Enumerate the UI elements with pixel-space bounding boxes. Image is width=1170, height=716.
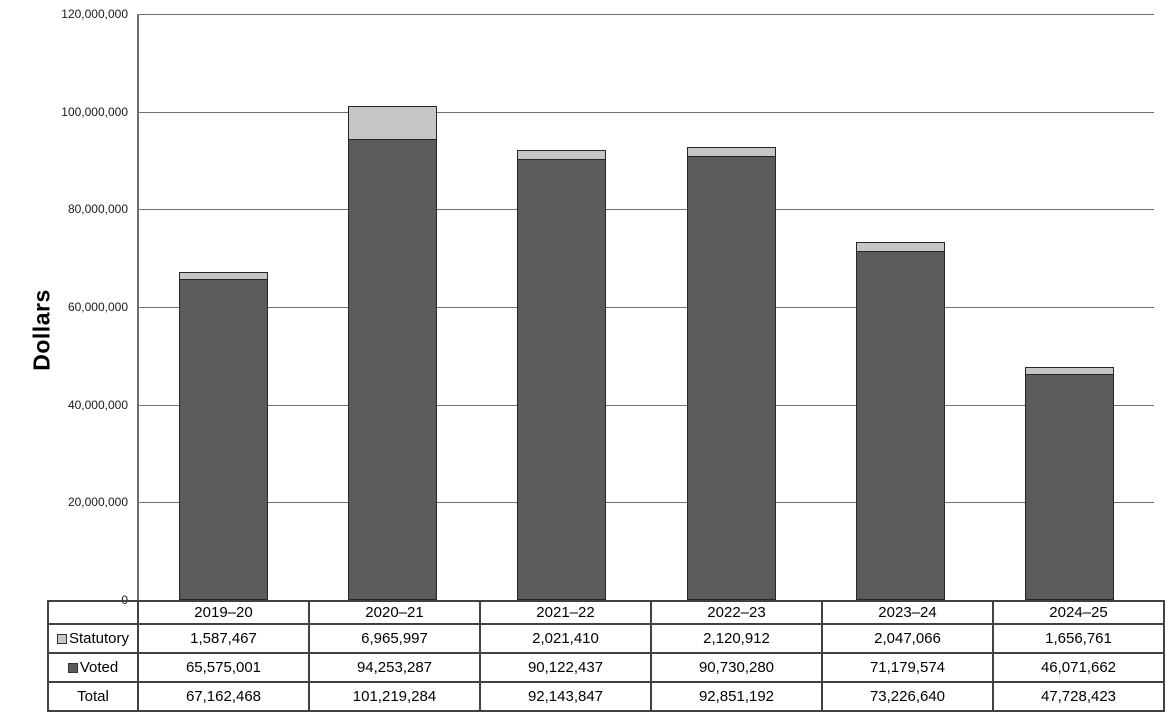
y-axis-tick-label: 40,000,000 [67,397,128,412]
year-header-cell: 2021–22 [479,600,652,625]
gridline [139,14,1154,15]
table-value-cell: 92,851,192 [650,681,823,712]
year-header-row: 2019–20 2020–21 2021–22 2022–23 2023–24 2024–… [47,600,1165,625]
table-value-cell: 47,728,423 [992,681,1165,712]
table-value-cell: 92,143,847 [479,681,652,712]
bar-segment-statutory [348,105,438,140]
bar-2021–22 [517,150,607,600]
table-value-cell: 73,226,640 [821,681,994,712]
row-label-voted: Voted [47,652,139,683]
bar-segment-voted [517,159,607,600]
bar-segment-voted [179,279,269,600]
table-value-cell: 1,656,761 [992,623,1165,654]
year-header-cell: 2022–23 [650,600,823,625]
gridline [139,209,1154,211]
bar-segment-voted [686,156,776,600]
row-label-statutory: Statutory [47,623,139,654]
y-axis-tick-label: 20,000,000 [67,495,128,510]
bar-segment-voted [855,252,945,600]
table-value-cell: 90,122,437 [479,652,652,683]
y-axis-tick-label: 0 [121,593,128,607]
bar-segment-statutory [1024,366,1114,376]
bar-2024–25 [1024,366,1114,600]
table-value-cell: 2,021,410 [479,623,652,654]
table-value-cell: 65,575,001 [137,652,310,683]
plot-area [137,14,1154,600]
bar-segment-statutory [855,242,945,253]
bar-segment-statutory [517,150,607,160]
year-header-cell: 2023–24 [821,600,994,625]
table-value-cell: 71,179,574 [821,652,994,683]
bar-segment-voted [1024,375,1114,600]
legend-swatch-voted [67,663,78,673]
y-axis-tick-label: 80,000,000 [67,202,128,217]
year-header-cell: 2020–21 [308,600,481,625]
bar-segment-statutory [686,146,776,157]
table-value-cell: 94,253,287 [308,652,481,683]
table-row-total: Total 67,162,468 101,219,284 92,143,847 92,8… [47,681,1165,712]
gridline [139,111,1154,113]
bar-2020–21 [348,105,438,600]
table-value-cell: 2,120,912 [650,623,823,654]
year-header-cell: 2019–20 [137,600,310,625]
bar-2022–23 [686,146,776,600]
bar-2023–24 [855,242,945,600]
data-table: 2019–20 2020–21 2021–22 2022–23 2023–24 2024–… [47,600,1165,712]
y-axis-tick-label: 120,000,000 [61,7,128,21]
year-header-cell: 2024–25 [992,600,1165,625]
table-value-cell: 1,587,467 [137,623,310,654]
table-value-cell: 6,965,997 [308,623,481,654]
gridline [139,502,1154,504]
table-corner-cell [47,600,139,625]
table-value-cell: 46,071,662 [992,652,1165,683]
table-value-cell: 101,219,284 [308,681,481,712]
bar-2019–20 [179,272,269,600]
bar-segment-voted [348,139,438,600]
bar-segment-statutory [179,272,269,280]
table-value-cell: 2,047,066 [821,623,994,654]
table-row-statutory: Statutory 1,587,467 6,965,997 2,021,410 2,12… [47,623,1165,654]
gridline [139,307,1154,308]
y-axis-tick-label: 100,000,000 [61,104,128,119]
table-value-cell: 67,162,468 [137,681,310,712]
table-value-cell: 90,730,280 [650,652,823,683]
y-axis-tick-label: 60,000,000 [67,300,128,314]
legend-swatch-statutory [56,634,67,644]
row-label-total: Total [47,681,139,712]
gridline [139,404,1154,406]
table-row-voted: Voted 65,575,001 94,253,287 90,122,437 90,73… [47,652,1165,683]
